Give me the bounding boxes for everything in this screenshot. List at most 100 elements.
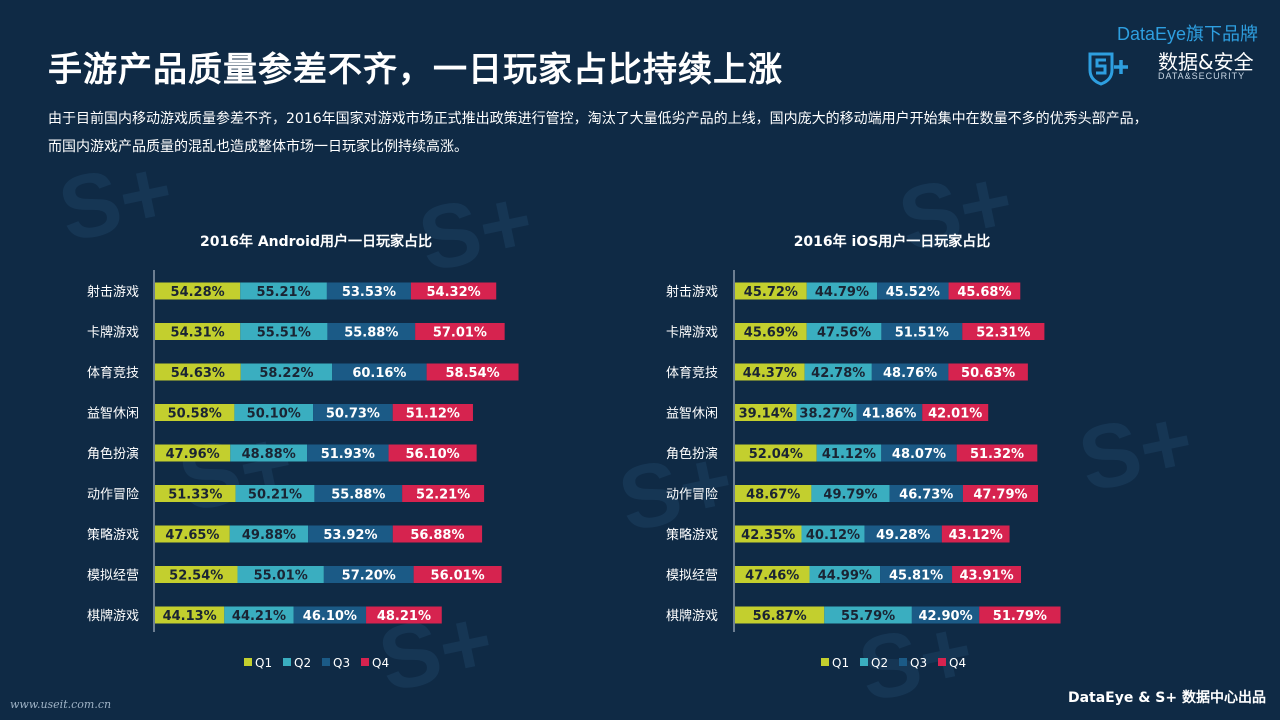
category-label: 动作冒险 <box>87 488 139 503</box>
data-label: 44.37% <box>743 366 797 381</box>
bar-q4 <box>979 606 1061 624</box>
bar-q3 <box>856 404 923 421</box>
bar-q3 <box>911 606 980 624</box>
shield-s-plus-icon <box>1088 52 1128 86</box>
bar-q2 <box>234 404 314 421</box>
bar-q3 <box>308 525 393 543</box>
data-label: 56.01% <box>431 569 485 584</box>
data-label: 51.93% <box>321 447 375 462</box>
data-label: 47.65% <box>165 528 219 543</box>
data-label: 56.10% <box>406 447 460 462</box>
data-label: 48.88% <box>242 447 296 462</box>
legend-swatch <box>821 658 829 666</box>
bar-q3 <box>313 404 393 421</box>
bar-q1 <box>155 323 241 340</box>
data-label: 53.53% <box>342 285 396 300</box>
bar-q1 <box>155 485 236 502</box>
category-label: 射击游戏 <box>666 284 718 300</box>
data-label: 42.90% <box>918 609 972 624</box>
data-label: 42.35% <box>741 528 795 543</box>
legend-swatch <box>860 658 868 666</box>
legend-swatch <box>938 658 946 666</box>
bar-q3 <box>327 323 416 340</box>
bar-q1 <box>155 363 241 381</box>
bar-q2 <box>811 485 890 502</box>
bar-q3 <box>881 444 957 462</box>
data-label: 47.46% <box>745 569 799 584</box>
legend-swatch <box>899 658 907 666</box>
bar-q3 <box>880 566 953 583</box>
bar-q1 <box>155 525 230 543</box>
category-label: 策略游戏 <box>87 527 139 543</box>
data-label: 51.79% <box>993 609 1047 624</box>
bar-q1 <box>735 525 802 543</box>
bar-q2 <box>240 323 328 340</box>
chart-title: 2016年 iOS用户一日玩家占比 <box>794 233 991 250</box>
data-label: 45.68% <box>957 285 1011 300</box>
data-label: 44.79% <box>815 285 869 300</box>
data-label: 56.87% <box>753 609 807 624</box>
bar-q2 <box>224 606 294 624</box>
category-label: 策略游戏 <box>666 527 718 543</box>
bar-q1 <box>735 444 817 462</box>
category-label: 角色扮演 <box>87 446 139 462</box>
bar-q2 <box>806 323 882 340</box>
bar-q4 <box>941 525 1010 543</box>
bar-q1 <box>155 606 225 624</box>
data-label: 44.99% <box>818 569 872 584</box>
data-label: 55.88% <box>331 488 385 503</box>
category-label: 射击游戏 <box>87 284 139 300</box>
data-label: 58.54% <box>446 366 500 381</box>
bar-q4 <box>413 566 502 583</box>
data-label: 52.31% <box>976 326 1030 341</box>
data-label: 50.63% <box>961 366 1015 381</box>
bar-q4 <box>962 485 1038 502</box>
bar-q4 <box>402 485 485 502</box>
data-label: 57.01% <box>433 326 487 341</box>
bar-q2 <box>235 485 315 502</box>
data-label: 45.52% <box>886 285 940 300</box>
bar-q1 <box>735 606 825 624</box>
bar-q2 <box>796 404 857 421</box>
bar-q3 <box>323 566 414 583</box>
bar-q3 <box>864 525 942 543</box>
bar-q4 <box>410 282 497 300</box>
data-label: 47.56% <box>817 326 871 341</box>
legend-swatch <box>283 658 291 666</box>
bar-q2 <box>816 444 882 462</box>
category-label: 益智休闲 <box>87 407 139 422</box>
data-label: 43.12% <box>949 528 1003 543</box>
data-label: 39.14% <box>739 407 793 422</box>
legend-entry: Q2 <box>294 656 311 670</box>
legend-swatch <box>361 658 369 666</box>
bar-q3 <box>889 485 963 502</box>
bar-q4 <box>388 444 477 462</box>
bar-q2 <box>240 363 333 381</box>
bar-q3 <box>871 363 949 381</box>
bar-q3 <box>877 282 949 300</box>
data-label: 50.58% <box>168 407 222 422</box>
data-label: 41.86% <box>862 407 916 422</box>
bar-q2 <box>801 525 865 543</box>
data-label: 45.69% <box>744 326 798 341</box>
bar-q4 <box>956 444 1038 462</box>
data-label: 55.51% <box>257 326 311 341</box>
data-label: 48.67% <box>746 488 800 503</box>
bar-q4 <box>415 323 505 340</box>
data-label: 52.04% <box>749 447 803 462</box>
category-label: 棋牌游戏 <box>666 608 718 624</box>
data-label: 55.79% <box>841 609 895 624</box>
bar-q1 <box>735 363 805 381</box>
bar-q4 <box>392 525 483 543</box>
data-label: 48.76% <box>883 366 937 381</box>
category-label: 体育竞技 <box>87 365 139 381</box>
brand-label: DataEye旗下品牌 <box>1116 24 1258 44</box>
legend-entry: Q3 <box>333 656 350 670</box>
logo-text-en: DATA&SECURITY <box>1158 71 1246 81</box>
data-label: 51.51% <box>895 326 949 341</box>
legend-entry: Q1 <box>832 656 849 670</box>
data-label: 54.28% <box>171 285 225 300</box>
data-label: 44.13% <box>163 609 217 624</box>
category-label: 棋牌游戏 <box>87 608 139 624</box>
data-label: 49.79% <box>823 488 877 503</box>
